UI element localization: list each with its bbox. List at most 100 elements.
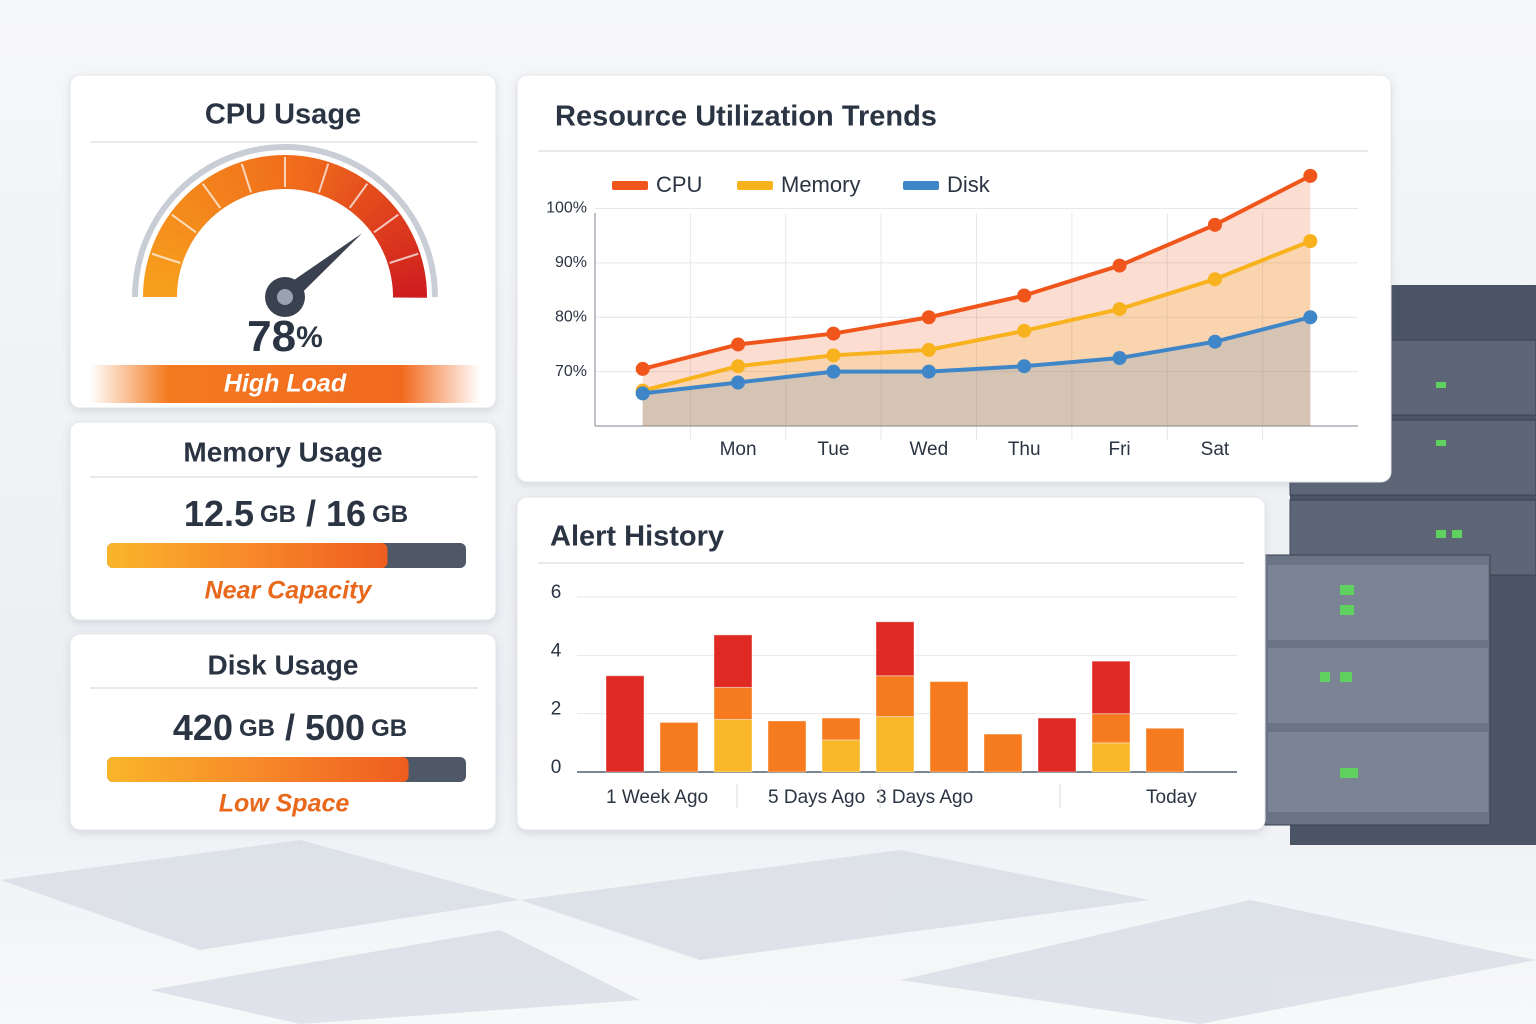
y-tick-label: 70% xyxy=(555,363,587,380)
x-tick-label: 1 Week Ago xyxy=(606,787,708,808)
point xyxy=(1207,217,1222,232)
area xyxy=(642,241,1311,426)
unit: GB xyxy=(260,501,296,528)
gauge-band xyxy=(318,161,337,197)
bar-segment xyxy=(713,686,753,721)
status-pill xyxy=(90,365,480,403)
x-tick-label: Mon xyxy=(720,439,757,460)
gauge xyxy=(132,144,438,317)
bar-segment xyxy=(713,719,753,773)
line-chart: 70% 80% 90% 100% Mon Tue Wed Thu Fri Sat CPU Memory… xyxy=(546,168,1358,460)
x-tick-label: Thu xyxy=(1008,439,1041,460)
gauge-band xyxy=(179,196,210,225)
usage-bar xyxy=(107,757,466,782)
x-tick-label: 3 Days Ago xyxy=(876,787,973,808)
gauge-tick xyxy=(171,213,197,234)
gauge-band xyxy=(174,201,206,230)
gauge-tick xyxy=(373,213,399,234)
usage-text: 420 GB/500 GB xyxy=(173,707,407,748)
gauge-band xyxy=(155,231,190,254)
gauge-hub-inner xyxy=(277,289,293,305)
total: 16 xyxy=(326,493,366,534)
legend-label: Disk xyxy=(947,172,991,197)
gauge-band xyxy=(195,181,222,214)
gauge-band xyxy=(365,201,396,230)
status: Near Capacity xyxy=(205,577,373,605)
gauge-tick xyxy=(201,183,222,209)
chart-title: Alert History xyxy=(550,521,724,553)
disk-card: Disk Usage 420 GB/500 GB Low Space xyxy=(69,633,497,831)
gauge-band xyxy=(383,239,418,259)
gauge-band xyxy=(158,225,192,248)
gauge-band xyxy=(248,157,264,193)
point xyxy=(635,361,650,376)
point xyxy=(731,359,746,374)
gauge-band xyxy=(357,191,386,222)
card-title: CPU Usage xyxy=(205,99,361,131)
gauge-band xyxy=(339,174,363,207)
bar-segment xyxy=(1145,727,1185,773)
bar-fill xyxy=(107,757,409,782)
card xyxy=(69,74,497,409)
y-tick-label: 6 xyxy=(551,582,562,603)
y-tick-label: 4 xyxy=(551,640,562,661)
gauge-band xyxy=(381,232,416,254)
gauge-band xyxy=(255,156,269,192)
gauge-band xyxy=(343,177,370,210)
bar-segment xyxy=(605,675,645,773)
gauge-band xyxy=(307,158,323,193)
usage-text: 12.5 GB/16 GB xyxy=(184,493,408,534)
x-tick-label: Today xyxy=(1146,787,1197,808)
separator: / xyxy=(306,493,316,534)
status: Low Space xyxy=(219,790,350,818)
used: 420 xyxy=(173,707,233,748)
gauge-band xyxy=(361,196,392,226)
legend-swatch xyxy=(737,181,773,190)
point xyxy=(731,337,746,352)
point xyxy=(1112,258,1127,273)
gauge-band xyxy=(372,213,405,239)
separator: / xyxy=(285,707,295,748)
gauge-band xyxy=(146,259,181,275)
point xyxy=(1303,310,1318,325)
point xyxy=(826,326,841,341)
area xyxy=(642,175,1311,426)
gauge-band xyxy=(189,186,218,217)
floor-pattern xyxy=(0,840,1536,1024)
gauge-band xyxy=(290,155,301,190)
bar-segment xyxy=(821,739,861,773)
gauge-band xyxy=(270,155,280,190)
usage-bar xyxy=(107,543,466,568)
bar-segment xyxy=(1091,713,1131,744)
total: 500 xyxy=(305,707,365,748)
bar-segment xyxy=(659,721,699,773)
point xyxy=(1017,323,1032,338)
bar-segment xyxy=(821,717,861,741)
bar-segment xyxy=(1037,717,1077,773)
area xyxy=(642,317,1311,426)
gauge-band xyxy=(207,173,232,207)
card-title: Disk Usage xyxy=(208,649,359,680)
gauge-band xyxy=(214,170,237,204)
gauge-band xyxy=(301,156,316,192)
gauge-band xyxy=(389,260,425,276)
y-tick-label: 2 xyxy=(551,699,562,720)
alert-card: Alert History 0 2 4 6 1 Week Ago 5 Days Ago 3 … xyxy=(516,496,1266,831)
point xyxy=(921,364,936,379)
line xyxy=(642,315,1311,396)
point xyxy=(826,348,841,363)
gauge-band xyxy=(277,155,286,190)
gauge-band xyxy=(144,266,180,281)
y-tick-label: 80% xyxy=(555,308,587,325)
gauge-band xyxy=(184,190,214,221)
gauge-rim xyxy=(132,144,438,298)
unit: % xyxy=(296,321,323,354)
gauge-band xyxy=(165,212,198,239)
unit: GB xyxy=(371,715,407,742)
gauge-band xyxy=(143,281,178,292)
bar-segment xyxy=(713,634,753,688)
gauge-band xyxy=(143,274,179,286)
point xyxy=(1017,359,1032,374)
gauge-band xyxy=(152,238,187,259)
gauge-band xyxy=(390,267,426,281)
